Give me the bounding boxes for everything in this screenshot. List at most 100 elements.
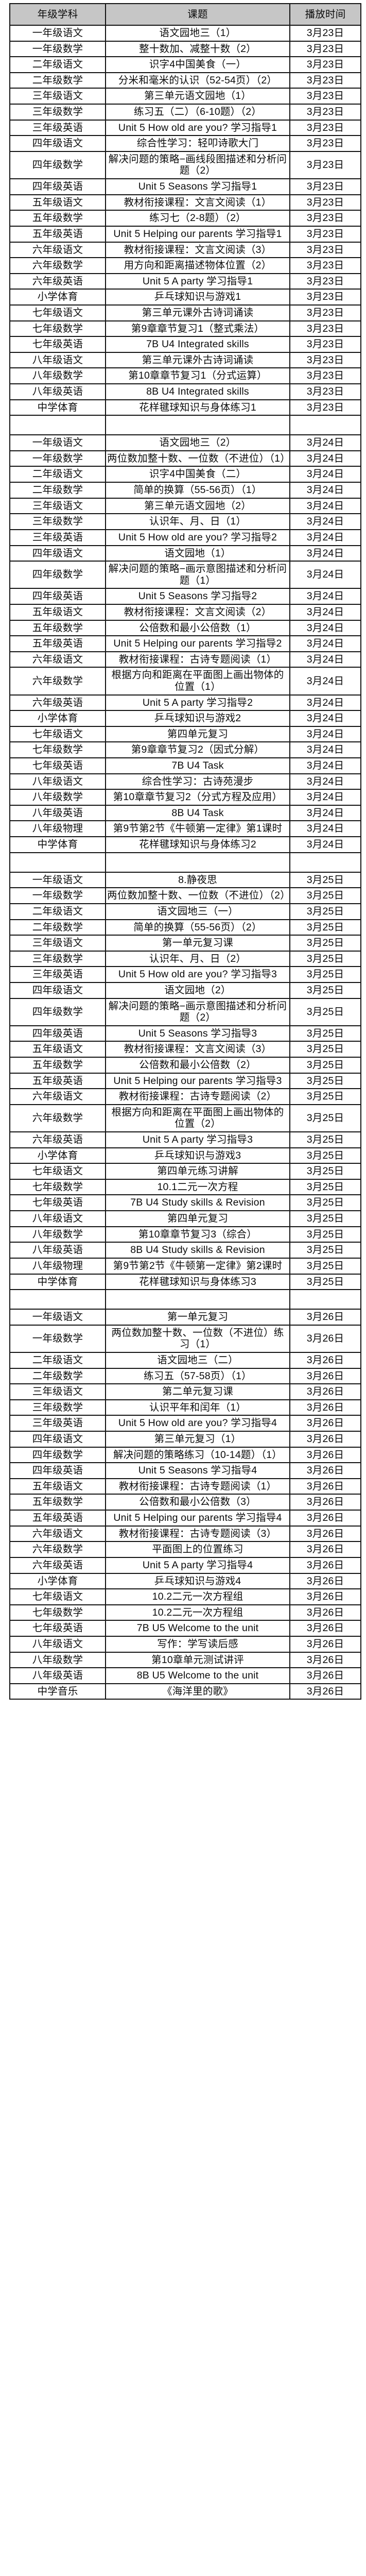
table-row[interactable]: 六年级数学 根据方向和距离在平面图上画出物体的位置（2） 3月25日 xyxy=(9,1104,361,1133)
table-row[interactable]: 六年级英语 Unit 5 A party 学习指导3 3月25日 xyxy=(9,1131,361,1148)
table-row[interactable]: 二年级数学 分米和毫米的认识（52-54页）（2） 3月23日 xyxy=(9,72,361,89)
table-row[interactable]: 四年级语文 语文园地（2） 3月25日 xyxy=(9,981,361,999)
table-row[interactable]: 七年级英语 7B U4 Task 3月24日 xyxy=(9,757,361,774)
table-row[interactable]: 六年级英语 Unit 5 A party 学习指导2 3月24日 xyxy=(9,694,361,711)
table-row[interactable]: 中学体育 花样毽球知识与身体练习1 3月23日 xyxy=(9,399,361,416)
table-row[interactable]: 六年级数学 根据方向和距离在平面图上画出物体的位置（1） 3月24日 xyxy=(9,667,361,696)
table-row[interactable]: 二年级数学 简单的换算（55-56页）（2） 3月25日 xyxy=(9,919,361,936)
table-row[interactable]: 小学体育 乒乓球知识与游戏4 3月26日 xyxy=(9,1572,361,1590)
table-row[interactable]: 小学体育 乒乓球知识与游戏2 3月24日 xyxy=(9,710,361,727)
table-row[interactable]: 一年级语文 第一单元复习 3月26日 xyxy=(9,1309,361,1326)
table-row[interactable]: 中学体育 花样毽球知识与身体练习3 3月25日 xyxy=(9,1273,361,1291)
table-row[interactable]: 七年级语文 10.2二元一次方程组 3月26日 xyxy=(9,1588,361,1605)
table-row[interactable]: 七年级数学 第9章章节复习1（整式乘法） 3月23日 xyxy=(9,320,361,337)
table-row[interactable]: 五年级语文 教材衔接课程：文言文阅读（3） 3月25日 xyxy=(9,1041,361,1058)
table-row[interactable]: 七年级语文 第三单元课外古诗词诵读 3月23日 xyxy=(9,304,361,321)
table-row[interactable]: 三年级语文 第三单元语文园地（1） 3月23日 xyxy=(9,88,361,105)
table-row[interactable]: 三年级数学 认识年、月、日（1） 3月24日 xyxy=(9,513,361,530)
cell-grade-subject: 六年级数学 xyxy=(9,257,106,274)
table-row[interactable]: 一年级数学 两位数加整十数、一位数（不进位）（1） 3月24日 xyxy=(9,450,361,467)
table-row[interactable]: 五年级英语 Unit 5 Helping our parents 学习指导2 3月2… xyxy=(9,635,361,652)
table-row[interactable]: 八年级数学 第10章章节复习2（分式方程及应用） 3月24日 xyxy=(9,789,361,806)
table-row[interactable]: 三年级数学 认识年、月、日（2） 3月25日 xyxy=(9,950,361,968)
table-row[interactable]: 小学体育 乒乓球知识与游戏3 3月25日 xyxy=(9,1147,361,1164)
table-row[interactable]: 七年级数学 10.2二元一次方程组 3月26日 xyxy=(9,1604,361,1621)
table-row[interactable]: 六年级英语 Unit 5 A party 学习指导1 3月23日 xyxy=(9,273,361,290)
table-row[interactable]: 七年级英语 7B U4 Study skills & Revision 3月25日 xyxy=(9,1194,361,1212)
table-row[interactable]: 四年级英语 Unit 5 Seasons 学习指导1 3月23日 xyxy=(9,178,361,195)
table-row[interactable]: 一年级语文 语文园地三（1） 3月23日 xyxy=(9,25,361,42)
table-row[interactable]: 二年级语文 识字4中国美食（一） 3月23日 xyxy=(9,56,361,73)
table-row[interactable]: 五年级数学 公倍数和最小公倍数（2） 3月25日 xyxy=(9,1057,361,1074)
table-row[interactable]: 五年级数学 公倍数和最小公倍数（3） 3月26日 xyxy=(9,1494,361,1511)
table-row[interactable]: 二年级语文 识字4中国美食（二） 3月24日 xyxy=(9,466,361,483)
table-row[interactable]: 六年级数学 用方向和距离描述物体位置（2） 3月23日 xyxy=(9,257,361,274)
table-row[interactable]: 二年级语文 语文园地三（二） 3月26日 xyxy=(9,1351,361,1369)
table-row[interactable]: 四年级语文 综合性学习：轻叩诗歌大门 3月23日 xyxy=(9,135,361,152)
table-row[interactable]: 八年级数学 第10章章节复习3（综合） 3月25日 xyxy=(9,1226,361,1243)
table-row[interactable]: 三年级英语 Unit 5 How old are you? 学习指导2 3月24日 xyxy=(9,529,361,546)
table-row[interactable]: 四年级数学 解决问题的策略−画线段图描述和分析问题（2） 3月23日 xyxy=(9,150,361,180)
table-row[interactable]: 八年级英语 8B U5 Welcome to the unit 3月26日 xyxy=(9,1667,361,1684)
table-row[interactable]: 五年级数学 练习七（2-8题）（2） 3月23日 xyxy=(9,210,361,227)
table-row[interactable]: 八年级物理 第9节第2节《牛顿第一定律》第2课时 3月25日 xyxy=(9,1257,361,1275)
table-row[interactable]: 三年级英语 Unit 5 How old are you? 学习指导1 3月23日 xyxy=(9,119,361,137)
table-row[interactable]: 六年级语文 教材衔接课程：古诗专题阅读（2） 3月25日 xyxy=(9,1088,361,1105)
table-row[interactable]: 小学体育 乒乓球知识与游戏1 3月23日 xyxy=(9,289,361,306)
table-row[interactable]: 八年级物理 第9节第2节《牛顿第一定律》第1课时 3月24日 xyxy=(9,820,361,838)
cell-airtime: 3月25日 xyxy=(289,1072,361,1090)
table-row[interactable]: 六年级数学 平面图上的位置练习 3月26日 xyxy=(9,1541,361,1558)
table-row[interactable]: 八年级英语 8B U4 Integrated skills 3月23日 xyxy=(9,383,361,400)
table-row[interactable]: 七年级英语 7B U5 Welcome to the unit 3月26日 xyxy=(9,1620,361,1637)
table-row[interactable]: 二年级数学 练习五（57-58页）（1） 3月26日 xyxy=(9,1367,361,1385)
table-row[interactable]: 二年级数学 简单的换算（55-56页）（1） 3月24日 xyxy=(9,482,361,499)
table-row[interactable]: 八年级英语 8B U4 Task 3月24日 xyxy=(9,804,361,822)
table-row[interactable]: 五年级数学 公倍数和最小公倍数（1） 3月24日 xyxy=(9,619,361,637)
table-row[interactable]: 五年级英语 Unit 5 Helping our parents 学习指导4 3月2… xyxy=(9,1510,361,1527)
table-row[interactable]: 八年级语文 第四单元复习 3月25日 xyxy=(9,1210,361,1227)
table-row[interactable]: 八年级语文 综合性学习：古诗苑漫步 3月24日 xyxy=(9,773,361,790)
table-row[interactable]: 八年级语文 第三单元课外古诗词诵读 3月23日 xyxy=(9,351,361,369)
table-row[interactable]: 三年级英语 Unit 5 How old are you? 学习指导4 3月26日 xyxy=(9,1415,361,1432)
table-row[interactable]: 四年级数学 解决问题的策略−画示意图描述和分析问题（1） 3月24日 xyxy=(9,561,361,589)
table-row[interactable]: 五年级英语 Unit 5 Helping our parents 学习指导3 3月2… xyxy=(9,1072,361,1090)
table-row[interactable]: 四年级数学 解决问题的策略−画示意图描述和分析问题（2） 3月25日 xyxy=(9,997,361,1026)
table-row[interactable]: 七年级语文 第四单元复习 3月24日 xyxy=(9,725,361,743)
table-row[interactable]: 七年级英语 7B U4 Integrated skills 3月23日 xyxy=(9,336,361,353)
table-row[interactable]: 八年级数学 第10章单元测试讲评 3月26日 xyxy=(9,1651,361,1669)
table-row[interactable]: 六年级语文 教材衔接课程：古诗专题阅读（3） 3月26日 xyxy=(9,1525,361,1543)
table-row[interactable]: 三年级数学 认识平年和闰年（1） 3月26日 xyxy=(9,1399,361,1416)
table-row[interactable]: 八年级英语 8B U4 Study skills & Revision 3月25日 xyxy=(9,1242,361,1259)
table-row[interactable]: 一年级语文 语文园地三（2） 3月24日 xyxy=(9,434,361,451)
table-row[interactable]: 一年级数学 两位数加整十数、一位数（不进位）练习（1） 3月26日 xyxy=(9,1324,361,1353)
table-row[interactable]: 六年级语文 教材衔接课程：古诗专题阅读（1） 3月24日 xyxy=(9,651,361,668)
table-row[interactable]: 七年级语文 第四单元练习讲解 3月25日 xyxy=(9,1163,361,1180)
table-row[interactable]: 八年级数学 第10章章节复习1（分式运算） 3月23日 xyxy=(9,367,361,385)
table-row[interactable]: 中学体育 花样毽球知识与身体练习2 3月24日 xyxy=(9,836,361,853)
table-row[interactable]: 三年级语文 第二单元复习课 3月26日 xyxy=(9,1383,361,1400)
table-row[interactable]: 六年级语文 教材衔接课程：文言文阅读（3） 3月23日 xyxy=(9,241,361,259)
table-row[interactable]: 三年级语文 第一单元复习课 3月25日 xyxy=(9,935,361,952)
table-row[interactable]: 一年级语文 8.静夜思 3月25日 xyxy=(9,871,361,889)
table-row[interactable]: 一年级数学 两位数加整十数、一位数（不进位）（2） 3月25日 xyxy=(9,887,361,904)
table-row[interactable]: 五年级语文 教材衔接课程：文言文阅读（1） 3月23日 xyxy=(9,194,361,211)
table-row[interactable]: 三年级数学 练习五（二）（6-10题）（2） 3月23日 xyxy=(9,104,361,121)
table-row[interactable]: 五年级语文 教材衔接课程：文言文阅读（2） 3月24日 xyxy=(9,603,361,621)
table-row[interactable]: 四年级数学 解决问题的策略练习（10-14题）（1） 3月26日 xyxy=(9,1446,361,1464)
table-row[interactable]: 四年级语文 第三单元复习（1） 3月26日 xyxy=(9,1431,361,1448)
table-row[interactable]: 五年级语文 教材衔接课程：古诗专题阅读（1） 3月26日 xyxy=(9,1478,361,1495)
table-row[interactable]: 七年级数学 10.1二元一次方程 3月25日 xyxy=(9,1178,361,1196)
table-row[interactable]: 一年级数学 整十数加、减整十数（2） 3月23日 xyxy=(9,40,361,58)
table-row[interactable]: 三年级语文 第三单元语文园地（2） 3月24日 xyxy=(9,497,361,515)
table-row[interactable]: 七年级数学 第9章章节复习2（因式分解） 3月24日 xyxy=(9,741,361,759)
table-row[interactable]: 五年级英语 Unit 5 Helping our parents 学习指导1 3月2… xyxy=(9,225,361,243)
table-row[interactable]: 中学音乐 《海洋里的歌》 3月26日 xyxy=(9,1683,361,1700)
table-row[interactable]: 四年级英语 Unit 5 Seasons 学习指导3 3月25日 xyxy=(9,1025,361,1042)
table-row[interactable]: 四年级英语 Unit 5 Seasons 学习指导4 3月26日 xyxy=(9,1462,361,1479)
table-row[interactable]: 二年级语文 语文园地三（一） 3月25日 xyxy=(9,903,361,920)
table-row[interactable]: 四年级英语 Unit 5 Seasons 学习指导2 3月24日 xyxy=(9,588,361,605)
table-row[interactable]: 四年级语文 语文园地（1） 3月24日 xyxy=(9,545,361,562)
table-row[interactable]: 八年级语文 写作：学写读后感 3月26日 xyxy=(9,1635,361,1653)
table-row[interactable]: 六年级英语 Unit 5 A party 学习指导4 3月26日 xyxy=(9,1556,361,1574)
table-row[interactable]: 三年级英语 Unit 5 How old are you? 学习指导3 3月25日 xyxy=(9,966,361,983)
